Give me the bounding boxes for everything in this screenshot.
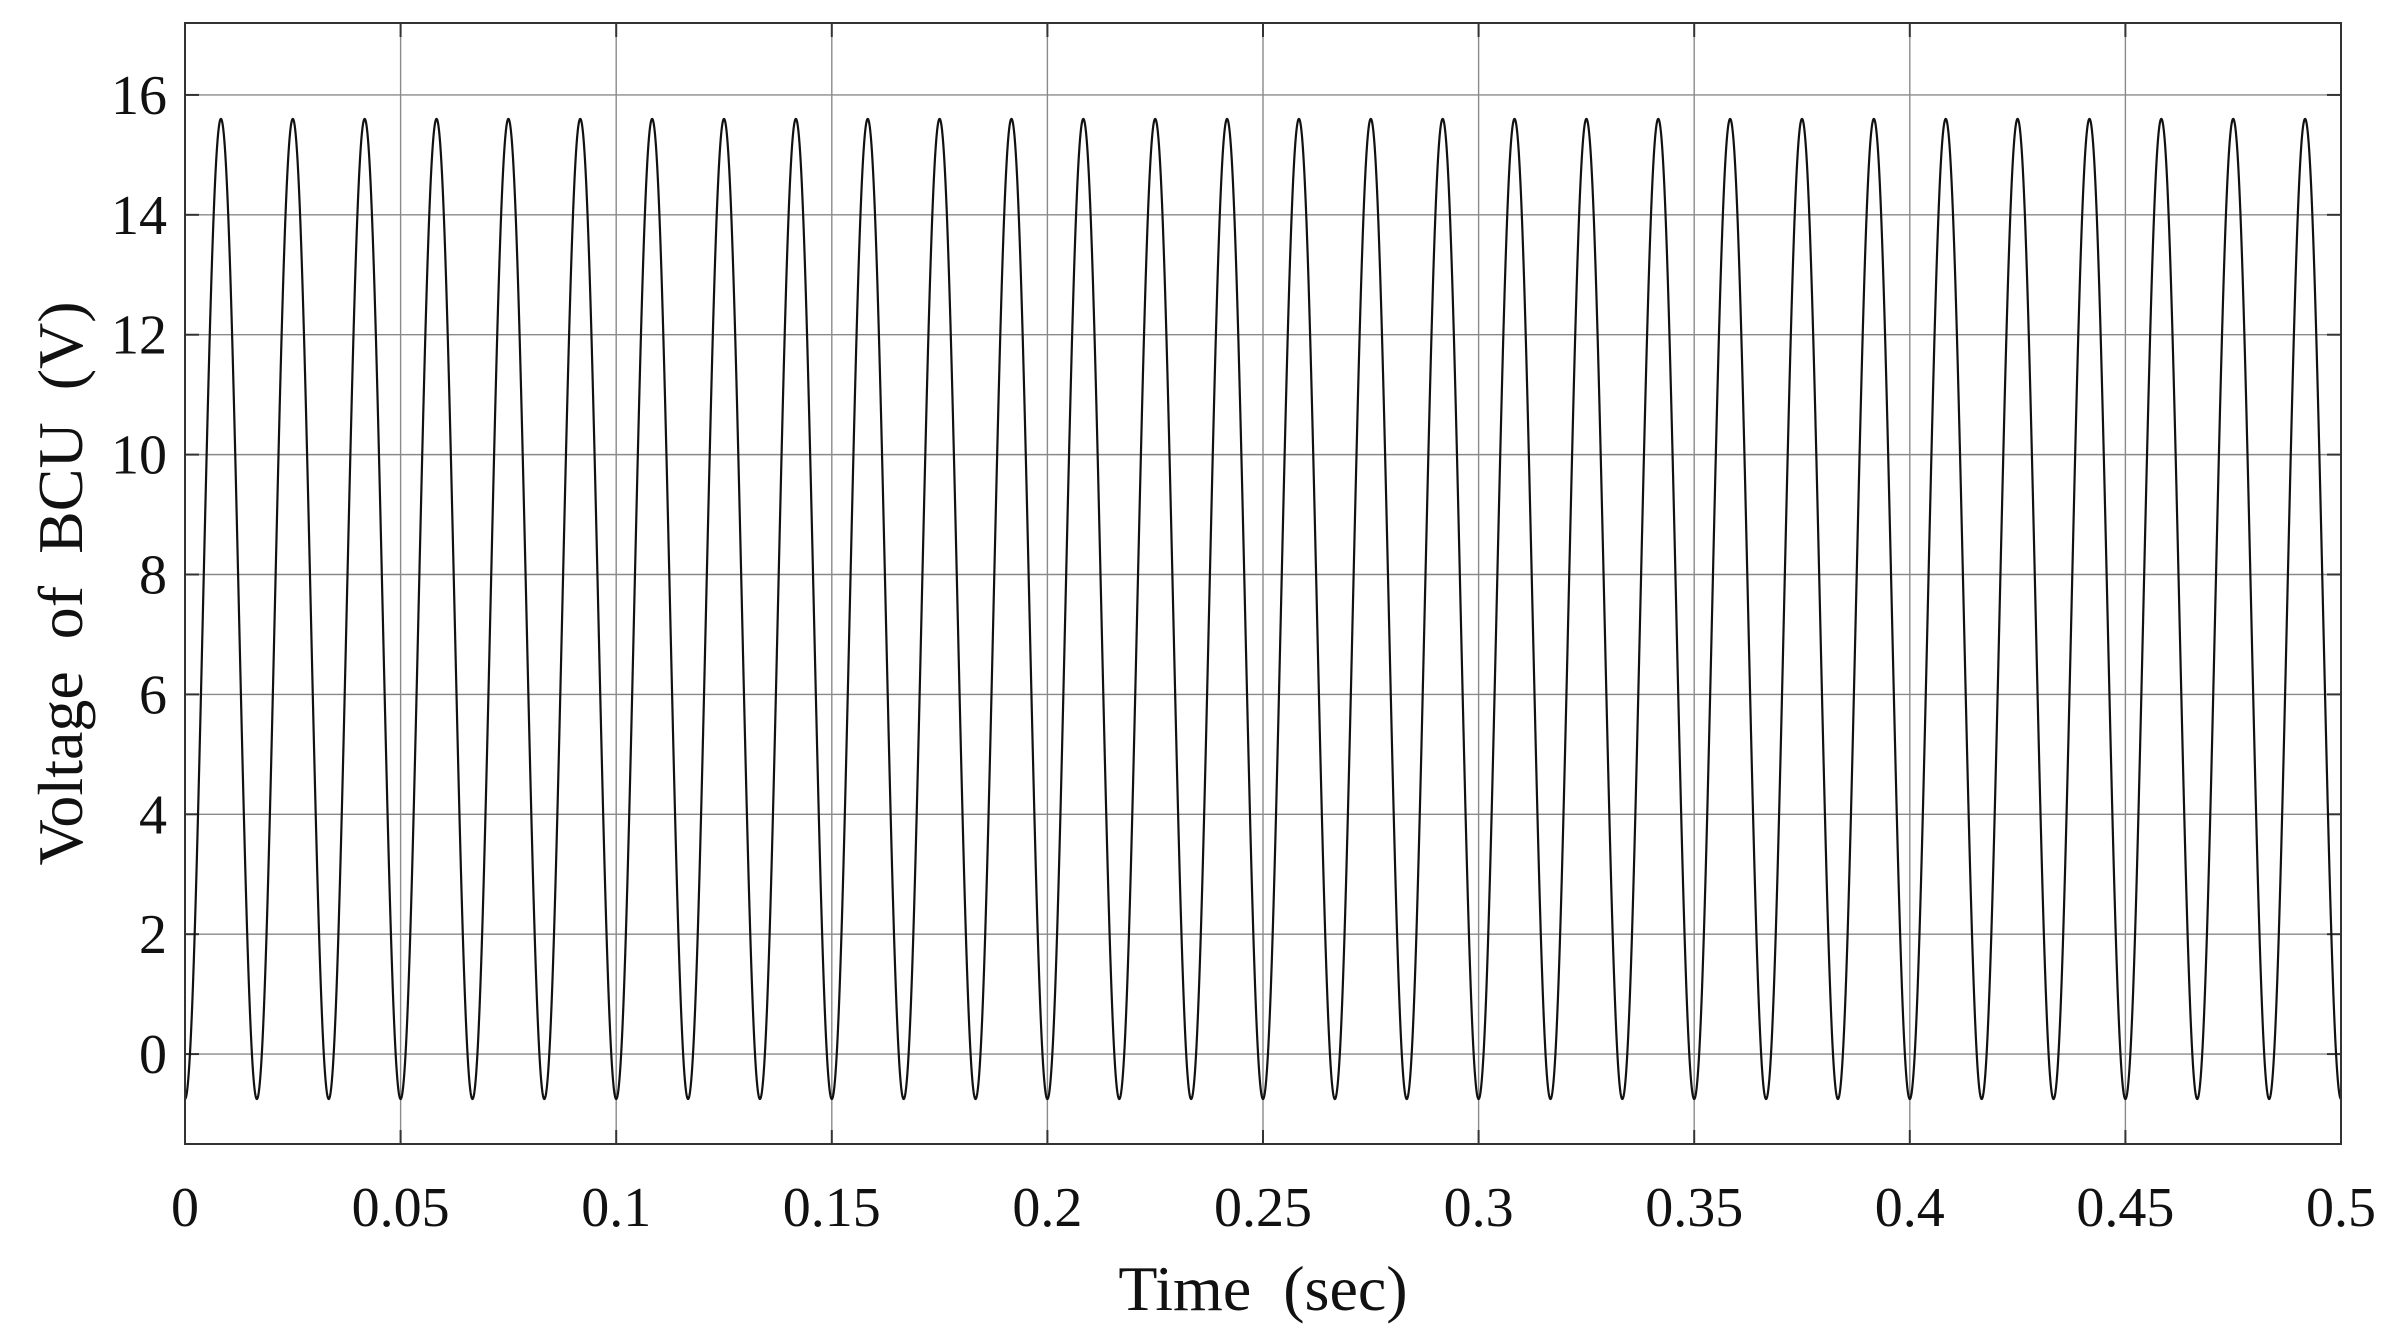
x-tick-label: 0.35 [1645,1177,1743,1239]
x-axis-label: Time (sec) [1118,1253,1407,1324]
y-axis-label: Voltage of BCU (V) [25,301,96,865]
y-tick-label: 8 [139,545,167,607]
x-tick-label: 0.3 [1444,1177,1514,1239]
y-tick-label: 6 [139,664,167,726]
y-tick-labels: 0 2 4 6 8 10 12 14 16 [111,65,167,1086]
y-tick-label: 4 [139,784,167,846]
y-tick-label: 10 [111,425,167,487]
y-tick-label: 12 [111,305,167,367]
grid [185,23,2341,1144]
x-tick-label: 0.2 [1012,1177,1082,1239]
x-tick-label: 0.45 [2076,1177,2174,1239]
x-tick-labels: 0 0.05 0.1 0.15 0.2 0.25 0.3 0.35 0.4 0.45 0.5 [171,1177,2376,1239]
plot-frame [184,22,2342,1145]
x-tick-label: 0 [171,1177,199,1239]
y-tick-label: 16 [111,65,167,127]
voltage-series-line [184,117,2342,1101]
x-tick-label: 0.4 [1875,1177,1945,1239]
x-tick-label: 0.5 [2306,1177,2376,1239]
x-tick-label: 0.25 [1214,1177,1312,1239]
y-tick-label: 14 [111,185,167,247]
y-tick-label: 2 [139,904,167,966]
x-tick-label: 0.05 [352,1177,450,1239]
y-tick-label: 0 [139,1024,167,1086]
x-tick-label: 0.15 [783,1177,881,1239]
x-tick-label: 0.1 [581,1177,651,1239]
